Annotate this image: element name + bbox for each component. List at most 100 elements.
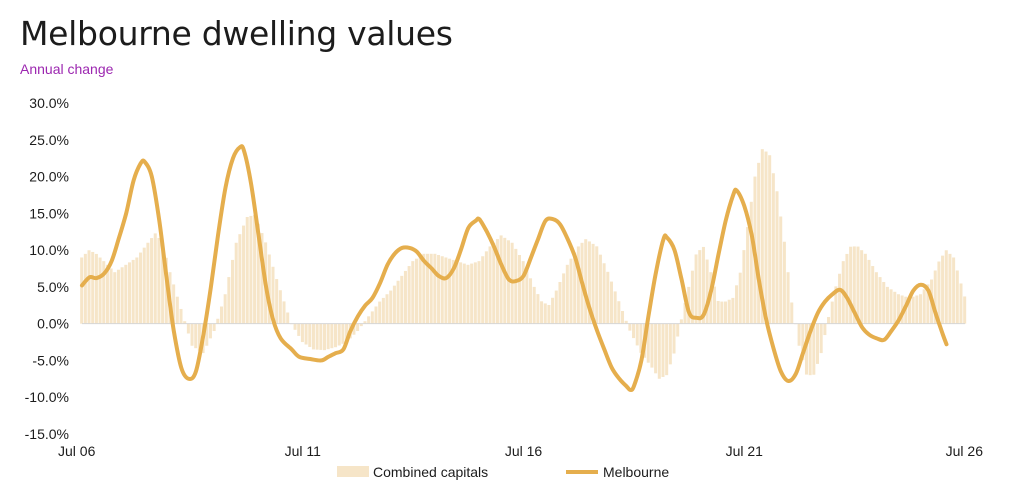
y-tick-label: -15.0% (25, 426, 69, 442)
bar-combined-capitals (245, 217, 249, 324)
bar-combined-capitals (907, 297, 911, 324)
bar-combined-capitals (87, 250, 91, 324)
bar-combined-capitals (341, 323, 345, 344)
bar-combined-capitals (941, 255, 945, 324)
bar-combined-capitals (598, 254, 602, 324)
chart-subtitle: Annual change (20, 61, 114, 77)
legend-swatch-combined-capitals (337, 466, 369, 477)
bar-combined-capitals (433, 253, 437, 324)
bar-combined-capitals (521, 261, 525, 324)
bar-combined-capitals (621, 311, 625, 324)
bar-combined-capitals (352, 323, 356, 335)
bar-combined-capitals (91, 251, 95, 324)
bar-combined-capitals (135, 257, 139, 324)
bar-combined-capitals (609, 281, 613, 324)
bar-combined-capitals (547, 304, 551, 324)
legend-label-melbourne: Melbourne (603, 464, 669, 480)
bar-combined-capitals (414, 258, 418, 324)
bar-combined-capitals (370, 311, 374, 324)
bar-combined-capitals (488, 246, 492, 324)
bar-combined-capitals (94, 253, 98, 324)
y-tick-label: 5.0% (37, 279, 69, 295)
bar-combined-capitals (856, 246, 860, 324)
bar-combined-capitals (378, 301, 382, 324)
bar-combined-capitals (403, 270, 407, 324)
bar-combined-capitals (716, 301, 720, 324)
bar-combined-capitals (893, 291, 897, 324)
bar-combined-capitals (219, 306, 223, 324)
bar-combined-capitals (473, 262, 477, 324)
bar-combined-capitals (565, 264, 569, 324)
chart-legend: Combined capitals Melbourne (337, 464, 669, 480)
bar-combined-capitals (466, 264, 470, 324)
bar-combined-capitals (459, 262, 463, 324)
bar-combined-capitals (418, 256, 422, 324)
bar-combined-capitals (915, 295, 919, 324)
bar-combined-capitals (311, 323, 315, 350)
bar-combined-capitals (654, 323, 658, 374)
bar-combined-capitals (731, 297, 735, 324)
bar-combined-capitals (845, 253, 849, 324)
bar-combined-capitals (212, 323, 216, 332)
bar-combined-capitals (392, 285, 396, 324)
bar-combined-capitals (551, 297, 555, 324)
bar-combined-capitals (830, 301, 834, 324)
y-tick-label: 0.0% (37, 316, 69, 332)
bar-combined-capitals (727, 299, 731, 324)
bar-combined-capitals (735, 285, 739, 324)
bar-combined-capitals (142, 247, 146, 324)
bar-combined-capitals (440, 256, 444, 324)
bar-combined-capitals (874, 272, 878, 324)
bar-combined-capitals (790, 302, 794, 324)
bar-combined-capitals (591, 243, 595, 324)
bar-combined-capitals (606, 271, 610, 324)
bar-combined-capitals (933, 270, 937, 324)
bar-combined-capitals (183, 321, 187, 324)
bar-combined-capitals (492, 242, 496, 324)
melbourne-line-layer (80, 144, 949, 393)
bar-combined-capitals (120, 267, 124, 324)
bar-combined-capitals (536, 294, 540, 324)
bar-combined-capitals (889, 289, 893, 324)
bar-combined-capitals (293, 323, 297, 330)
bar-combined-capitals (326, 323, 330, 350)
bar-combined-capitals (363, 321, 367, 324)
bar-combined-capitals (926, 284, 930, 324)
y-tick-label: 10.0% (29, 242, 69, 258)
bar-combined-capitals (286, 312, 290, 324)
bar-combined-capitals (337, 323, 341, 346)
bar-combined-capitals (683, 303, 687, 324)
bar-combined-capitals (871, 266, 875, 324)
bar-combined-capitals (234, 242, 238, 324)
bar-combined-capitals (499, 235, 503, 324)
bar-combined-capitals (113, 272, 117, 324)
bar-combined-capitals (562, 273, 566, 324)
bar-combined-capitals (83, 253, 87, 324)
bar-combined-capitals (885, 286, 889, 324)
bar-combined-capitals (278, 290, 282, 324)
bar-combined-capitals (455, 261, 459, 324)
bar-combined-capitals (661, 323, 665, 377)
y-tick-label: 30.0% (29, 95, 69, 111)
y-tick-label: -5.0% (32, 352, 69, 368)
bar-combined-capitals (771, 173, 775, 324)
bar-combined-capitals (834, 286, 838, 324)
bar-combined-capitals (462, 263, 466, 324)
bar-combined-capitals (186, 323, 190, 334)
bar-combined-capitals (322, 323, 327, 351)
bar-combined-capitals (300, 323, 304, 343)
x-tick-label: Jul 06 (58, 443, 96, 459)
bar-combined-capitals (860, 250, 864, 324)
bar-combined-capitals (407, 266, 411, 324)
bar-combined-capitals (959, 283, 963, 324)
bar-combined-capitals (657, 323, 661, 379)
bar-combined-capitals (131, 259, 135, 324)
bar-combined-capitals (804, 323, 808, 375)
bar-combined-capitals (937, 261, 941, 324)
bar-combined-capitals (882, 281, 886, 324)
bar-combined-capitals (400, 275, 404, 324)
bar-combined-capitals (411, 261, 415, 324)
bar-combined-capitals (197, 323, 201, 351)
bar-combined-capitals (315, 323, 319, 350)
bar-combined-capitals (80, 257, 84, 324)
